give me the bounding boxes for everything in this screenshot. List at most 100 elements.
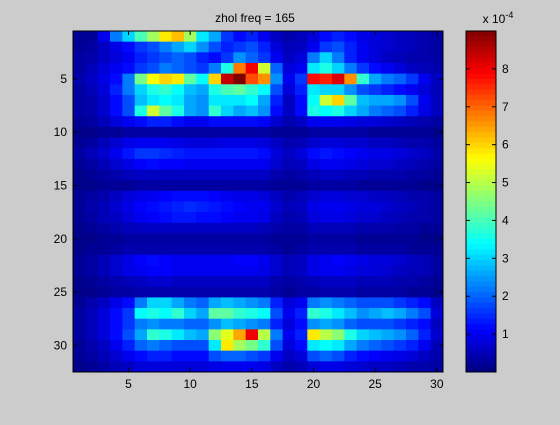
heatmap-cell (196, 84, 210, 96)
heatmap-cell (418, 52, 432, 64)
heatmap-cell (381, 308, 395, 320)
colorbar[interactable]: 1 2 3 4 5 6 7 8 (465, 30, 509, 373)
heatmap-cell (159, 297, 173, 309)
heatmap-cell (73, 340, 86, 352)
heatmap-cell (430, 297, 444, 309)
heatmap-cell (208, 308, 222, 320)
heatmap-cell (344, 308, 358, 320)
heatmap-cell (245, 308, 259, 320)
heatmap-cell (221, 212, 234, 224)
heatmap-cell (393, 297, 407, 309)
heatmap-cell (393, 137, 407, 149)
heatmap-cell (356, 233, 370, 245)
heatmap-cell (418, 94, 432, 106)
heatmap-cell (393, 201, 407, 213)
heatmap-cell (85, 180, 99, 192)
heatmap-cell (332, 212, 345, 224)
heatmap-cell (418, 276, 432, 288)
heatmap-cell (381, 212, 395, 224)
heatmap-cell (85, 222, 99, 234)
heatmap-cell (122, 180, 136, 192)
heatmap-cell (134, 169, 148, 181)
heatmap-cell (171, 180, 185, 192)
heatmap-cell (418, 126, 432, 138)
heatmap-cell (356, 169, 370, 181)
heatmap-cell (406, 254, 419, 266)
heatmap-cell (332, 265, 345, 277)
heatmap-cell (147, 190, 160, 202)
heatmap-cell (196, 190, 210, 202)
heatmap-cell (159, 361, 173, 373)
heatmap-cell (406, 233, 419, 245)
heatmap-cell (97, 297, 111, 309)
heatmap-cell (418, 148, 432, 160)
heatmap-cell (233, 94, 247, 106)
heatmap-cell (245, 73, 259, 85)
heatmap-cell (159, 126, 173, 138)
heatmap-cell (393, 222, 407, 234)
heatmap-cell (97, 31, 111, 43)
heatmap-cell (97, 105, 111, 117)
heatmap-cell (110, 212, 123, 224)
heatmap-cell (233, 169, 247, 181)
heatmap-cell (344, 265, 358, 277)
heatmap-cell (406, 350, 419, 362)
heatmap-cell (134, 126, 148, 138)
heatmap-cell (270, 297, 284, 309)
heatmap-cell (393, 126, 407, 138)
heatmap-cell (270, 52, 284, 64)
heatmap-cell (430, 180, 444, 192)
heatmap-cell (393, 329, 407, 341)
heatmap-cell (134, 350, 148, 362)
heatmap-cell (356, 212, 370, 224)
heatmap-cell (418, 41, 432, 53)
heatmap-cell (134, 84, 148, 96)
heatmap-cell (270, 308, 284, 320)
heatmap-cell (134, 340, 148, 352)
heatmap-cell (295, 31, 308, 43)
heatmap-cell (159, 169, 173, 181)
heatmap-cell (196, 158, 210, 170)
heatmap-cell (97, 41, 111, 53)
heatmap-cell (208, 212, 222, 224)
heatmap-cell (332, 105, 345, 117)
heatmap-cell (147, 41, 160, 53)
heatmap-cell (110, 169, 123, 181)
heatmap-cell (282, 244, 296, 256)
heatmap-cell (332, 222, 345, 234)
heatmap-cell (418, 318, 432, 330)
heatmap-cell (332, 41, 345, 53)
heatmap-cell (184, 297, 197, 309)
heatmap-cell (307, 116, 321, 128)
heatmap-cell (332, 361, 345, 373)
heatmap-cell (147, 84, 160, 96)
heatmap-cell (282, 233, 296, 245)
heatmap-cell (369, 308, 382, 320)
heatmap-cell (418, 297, 432, 309)
heatmap-cell (233, 84, 247, 96)
heatmap-cell (245, 212, 259, 224)
heatmap-cell (122, 318, 136, 330)
heatmap-cell (221, 276, 234, 288)
heatmap-cell (270, 105, 284, 117)
heatmap-cell (122, 105, 136, 117)
heatmap-cell (97, 180, 111, 192)
heatmap-cell (184, 169, 197, 181)
heatmap-cell (171, 308, 185, 320)
heatmap-cell (282, 31, 296, 43)
heatmap-cell (110, 276, 123, 288)
heatmap-cell (73, 137, 86, 149)
colorbar-segment (466, 185, 496, 192)
heatmap-cell (258, 84, 271, 96)
heatmap-cell (406, 41, 419, 53)
heatmap-cell (171, 31, 185, 43)
heatmap-cell (344, 116, 358, 128)
heatmap-cell (73, 94, 86, 106)
heatmap-cell (393, 190, 407, 202)
heatmap-cell (97, 137, 111, 149)
heatmap-cell (369, 105, 382, 117)
heatmap-cell (356, 116, 370, 128)
heatmap-cell (307, 62, 321, 75)
heatmap-cell (369, 361, 382, 373)
heatmap-cell (110, 158, 123, 170)
